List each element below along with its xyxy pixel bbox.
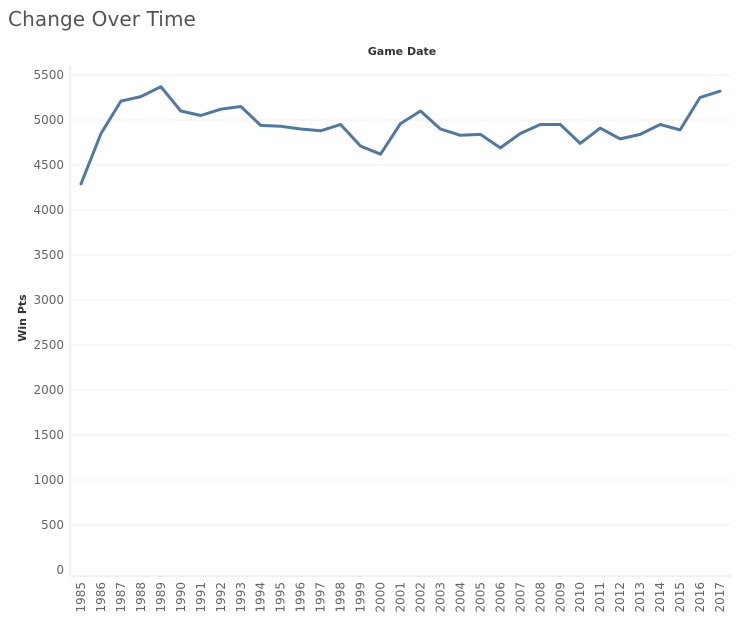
y-axis-title: Win Pts <box>16 294 29 342</box>
x-tick-label: 2013 <box>633 582 647 613</box>
y-tick-label: 2500 <box>33 338 64 352</box>
x-tick-label: 1989 <box>154 582 168 613</box>
gridlines <box>70 74 731 526</box>
x-tick-label: 2017 <box>713 582 727 613</box>
y-tick-label: 0 <box>56 563 64 577</box>
x-tick-label: 1986 <box>94 582 108 613</box>
x-tick-label: 1988 <box>134 582 148 613</box>
x-tick-label: 2010 <box>573 582 587 613</box>
x-tick-label: 2014 <box>653 582 667 613</box>
x-tick-label: 2011 <box>593 582 607 613</box>
x-tick-labels: 1985 1986 1987 1988 1989 1990 1991 1992 1993 1994… <box>74 582 727 613</box>
y-tick-label: 5500 <box>33 68 64 82</box>
x-tick-label: 2016 <box>693 582 707 613</box>
x-tick-label: 2008 <box>533 582 547 613</box>
x-tick-label: 1992 <box>214 582 228 613</box>
axes <box>69 66 731 577</box>
y-tick-label: 4500 <box>33 158 64 172</box>
y-tick-label: 4000 <box>33 203 64 217</box>
x-tick-label: 2006 <box>493 582 507 613</box>
x-tick-label: 2002 <box>414 582 428 613</box>
y-tick-labels: 0 500 1000 1500 2000 2500 3000 3500 4000 4500 5000… <box>33 68 64 577</box>
y-tick-label: 5000 <box>33 113 64 127</box>
y-tick-label: 500 <box>41 518 64 532</box>
x-tick-label: 1995 <box>274 582 288 613</box>
x-tick-label: 2015 <box>673 582 687 613</box>
x-tick-label: 1996 <box>294 582 308 613</box>
y-tick-label: 3500 <box>33 248 64 262</box>
x-tick-label: 2007 <box>513 582 527 613</box>
x-tick-label: 1998 <box>334 582 348 613</box>
series-layer <box>79 85 722 186</box>
x-tick-label: 1997 <box>314 582 328 613</box>
x-tick-label: 1987 <box>114 582 128 613</box>
x-tick-label: 1991 <box>194 582 208 613</box>
y-tick-label: 3000 <box>33 293 64 307</box>
y-tick-label: 1000 <box>33 473 64 487</box>
x-tick-label: 2001 <box>394 582 408 613</box>
x-tick-label: 1999 <box>354 582 368 613</box>
x-tick-label: 2012 <box>613 582 627 613</box>
y-tick-label: 1500 <box>33 428 64 442</box>
chart-title: Change Over Time <box>8 7 196 31</box>
x-tick-label: 2009 <box>553 582 567 613</box>
x-tick-label: 1985 <box>74 582 88 613</box>
y-tick-label: 2000 <box>33 383 64 397</box>
series-line <box>79 85 722 186</box>
x-tick-label: 2003 <box>433 582 447 613</box>
x-tick-label: 2005 <box>473 582 487 613</box>
x-tick-label: 1993 <box>234 582 248 613</box>
x-tick-label: 1994 <box>254 582 268 613</box>
x-axis-title: Game Date <box>368 45 436 58</box>
x-tick-label: 2004 <box>453 582 467 613</box>
x-tick-label: 1990 <box>174 582 188 613</box>
x-tick-label: 2000 <box>374 582 388 613</box>
